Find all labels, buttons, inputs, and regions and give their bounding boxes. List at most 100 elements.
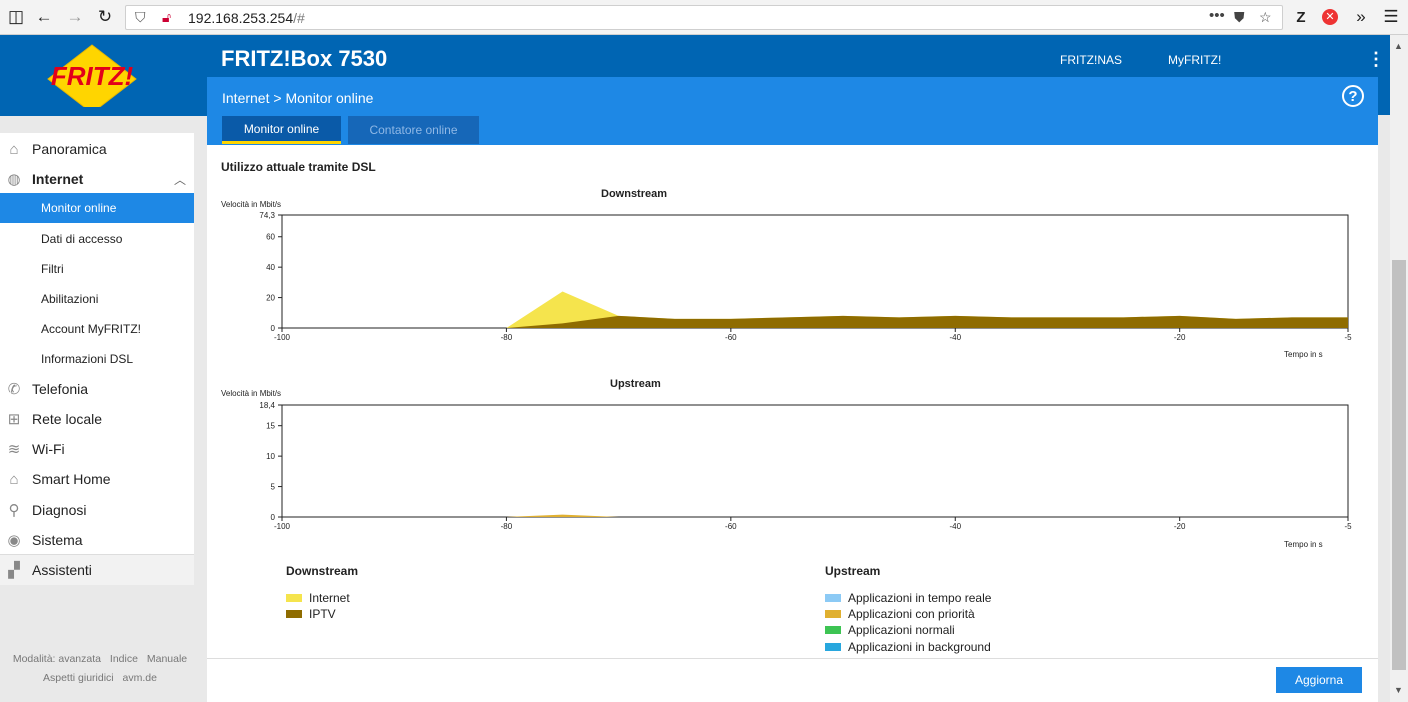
upstream-x-tick-label: -40 (949, 522, 961, 531)
sidebar-item-account-myfritz[interactable]: Account MyFRITZ! (0, 314, 194, 344)
sidebar-item-label: Rete locale (32, 411, 103, 427)
downstream-x-tick-label: -5 (1344, 333, 1352, 342)
pocket-icon[interactable]: ⛊ (1234, 9, 1245, 25)
z-extension-icon[interactable]: Z (1296, 8, 1306, 26)
upstream-plot-frame (281, 404, 1349, 518)
fritznas-link[interactable]: FRITZ!NAS (1060, 53, 1122, 67)
downstream-x-tick-label: -40 (949, 333, 961, 342)
legend-swatch (825, 626, 841, 634)
sidebar-item-filtri[interactable]: Filtri (0, 254, 194, 284)
reload-icon[interactable]: ↻ (97, 7, 113, 26)
upstream-y-tick-label: 18,4 (259, 401, 275, 410)
sidebar-item-wifi[interactable]: ≋ Wi-Fi (0, 434, 194, 464)
refresh-button[interactable]: Aggiorna (1276, 667, 1362, 693)
manual-link[interactable]: Manuale (146, 653, 188, 665)
sidebar-item-monitor-online[interactable]: Monitor online (0, 193, 194, 223)
sidebar-item-assistenti[interactable]: ▞ Assistenti (0, 555, 194, 585)
downstream-x-tick-label: -60 (725, 333, 737, 342)
scroll-up-icon[interactable]: ▲ (1394, 41, 1403, 51)
system-icon: ◉ (7, 532, 21, 549)
sidebar-item-label: Assistenti (32, 562, 92, 578)
browser-toolbar: ◫ ← → ↻ ⛉ 🔓︎ 192.168.253.254/# ••• ⛊ ☆ Z… (0, 0, 1408, 35)
wifi-icon: ≋ (7, 441, 21, 458)
upstream-y-tick-label: 15 (266, 422, 275, 431)
legend-label: Applicazioni normali (848, 623, 955, 637)
mode-link[interactable]: Modalità: avanzata (12, 653, 101, 665)
tab-contatore-online[interactable]: Contatore online (348, 116, 479, 144)
page-actions-icon[interactable]: ••• (1209, 7, 1225, 24)
upstream-x-tick-label: -60 (725, 522, 737, 531)
sidebar-item-label: Diagnosi (32, 502, 87, 518)
chevron-up-icon[interactable]: ︿ (174, 172, 187, 187)
avm-link[interactable]: avm.de (122, 672, 157, 684)
url-bar[interactable]: ⛉ 🔓︎ 192.168.253.254/# ••• ⛊ ☆ (125, 5, 1283, 30)
hamburger-menu-icon[interactable]: ☰ (1383, 7, 1399, 26)
upstream-x-tick-label: -20 (1174, 522, 1186, 531)
page-scrollbar[interactable]: ▲ ▼ (1390, 35, 1408, 702)
legend-label: Applicazioni con priorità (848, 607, 975, 621)
sidebar-toggle-icon[interactable]: ◫ (7, 7, 25, 26)
sidebar-item-label: Informazioni DSL (41, 352, 134, 366)
shield-icon[interactable]: ⛉ (135, 9, 146, 25)
fritz-logo[interactable]: FRITZ! (46, 43, 138, 107)
sidebar: ⌂ Panoramica ◍ Internet ︿ Monitor online… (0, 133, 194, 585)
more-menu-icon[interactable]: ⋮ (1367, 49, 1385, 69)
wizard-icon: ▞ (8, 562, 20, 579)
sidebar-item-internet[interactable]: ◍ Internet ︿ (0, 164, 194, 194)
back-arrow-icon[interactable]: ← (35, 7, 53, 26)
legend-item-realtime: Applicazioni in tempo reale (825, 591, 991, 605)
help-icon[interactable]: ? (1342, 85, 1364, 107)
upstream-x-axis-label: Tempo in s (1284, 540, 1323, 549)
sidebar-item-label: Monitor online (41, 201, 117, 215)
overflow-chevrons-icon[interactable]: » (1356, 7, 1366, 26)
upstream-x-tick-label: -5 (1344, 522, 1352, 531)
legend-swatch (286, 594, 302, 602)
upstream-x-tick-label: -100 (274, 522, 291, 531)
legend-label: Internet (309, 591, 350, 605)
downstream-legend-title: Downstream (286, 564, 359, 578)
url-text[interactable]: 192.168.253.254/# (188, 10, 305, 26)
sidebar-item-sistema[interactable]: ◉ Sistema (0, 525, 194, 555)
scroll-thumb[interactable] (1392, 260, 1406, 670)
sidebar-item-smart-home[interactable]: ⌂ Smart Home (0, 464, 194, 494)
sidebar-item-informazioni-dsl[interactable]: Informazioni DSL (0, 344, 194, 374)
sidebar-item-abilitazioni[interactable]: Abilitazioni (0, 284, 194, 314)
sidebar-item-dati-di-accesso[interactable]: Dati di accesso (0, 224, 194, 254)
bookmark-star-icon[interactable]: ☆ (1259, 9, 1272, 25)
sidebar-item-label: Filtri (41, 262, 64, 276)
legal-link[interactable]: Aspetti giuridici (43, 672, 114, 684)
breadcrumb-separator: > (273, 90, 282, 106)
upstream-series-1-area (506, 514, 675, 517)
forward-arrow-icon[interactable]: → (66, 7, 84, 26)
downstream-y-axis-label: Velocità in Mbit/s (221, 200, 282, 209)
legend-item-normal: Applicazioni normali (825, 623, 955, 637)
legend-item-iptv: IPTV (286, 607, 336, 621)
sidebar-item-panoramica[interactable]: ⌂ Panoramica (0, 134, 194, 164)
downstream-x-tick-label: -100 (274, 333, 291, 342)
legend-label: Applicazioni in background (848, 640, 991, 654)
sidebar-item-label: Sistema (32, 532, 83, 548)
myfritz-link[interactable]: MyFRITZ! (1168, 53, 1222, 67)
breadcrumb-root[interactable]: Internet (222, 90, 270, 106)
sidebar-item-label: Dati di accesso (41, 232, 123, 246)
downstream-y-tick-label: 74,3 (259, 211, 275, 220)
breadcrumb: Internet > Monitor online (222, 90, 373, 106)
sidebar-item-label: Wi-Fi (32, 441, 65, 457)
logo-area: FRITZ! (0, 35, 207, 116)
downstream-y-tick-label: 40 (266, 263, 275, 272)
phone-icon: ✆ (7, 381, 21, 398)
sidebar-item-label: Abilitazioni (41, 292, 99, 306)
insecure-lock-icon[interactable]: 🔓︎ (162, 9, 172, 25)
legend-label: Applicazioni in tempo reale (848, 591, 992, 605)
downstream-y-tick-label: 20 (266, 294, 275, 303)
index-link[interactable]: Indice (109, 653, 138, 665)
scroll-down-icon[interactable]: ▼ (1394, 685, 1403, 695)
downstream-series-1-area (506, 315, 1349, 328)
tab-monitor-online[interactable]: Monitor online (222, 116, 341, 144)
adblock-icon[interactable]: ✕ (1318, 6, 1342, 28)
upstream-chart-title: Upstream (610, 378, 661, 390)
sidebar-item-rete-locale[interactable]: ⊞ Rete locale (0, 404, 194, 434)
sidebar-item-diagnosi[interactable]: ⚲ Diagnosi (0, 495, 194, 525)
sidebar-item-telefonia[interactable]: ✆ Telefonia (0, 374, 194, 404)
sidebar-item-label: Panoramica (32, 141, 107, 157)
